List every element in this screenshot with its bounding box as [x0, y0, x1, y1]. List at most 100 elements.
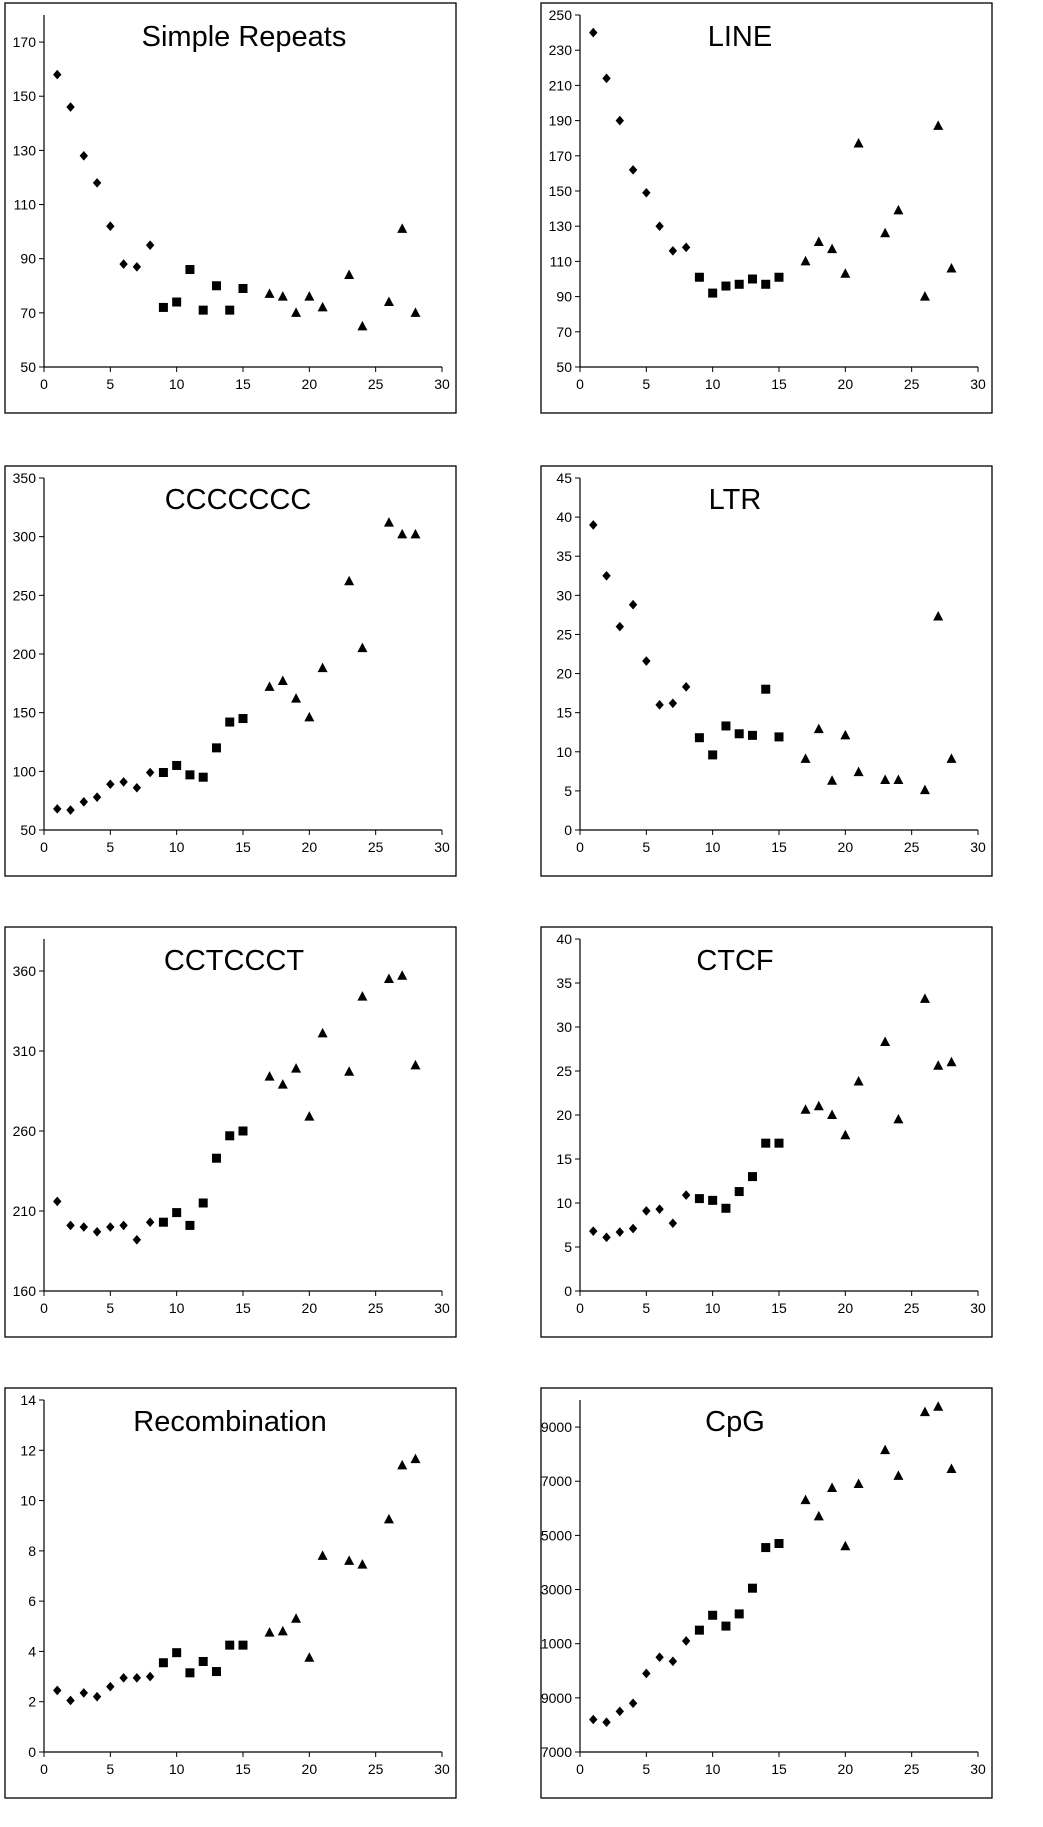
x-tick-label: 15 — [235, 839, 251, 855]
data-point-square — [185, 1668, 195, 1678]
data-point-square — [172, 760, 182, 770]
data-point-diamond — [615, 115, 624, 126]
y-tick-label: 70 — [20, 305, 36, 321]
data-point-triangle — [291, 693, 302, 703]
x-tick-label: 5 — [106, 1300, 114, 1316]
data-point-triangle — [264, 1071, 275, 1081]
y-tick-label: 250 — [549, 7, 573, 23]
data-point-square — [185, 770, 195, 780]
data-point-square — [694, 733, 704, 743]
data-point-square — [185, 1220, 195, 1230]
y-tick-label: 15000 — [540, 1527, 572, 1543]
data-point-square — [225, 1131, 235, 1141]
y-tick-label: 160 — [13, 1283, 37, 1299]
data-point-triangle — [304, 291, 315, 301]
data-point-square — [211, 743, 221, 753]
data-point-triangle — [291, 1613, 302, 1623]
y-tick-label: 110 — [14, 197, 37, 213]
y-tick-label: 7000 — [541, 1744, 572, 1760]
data-point-triangle — [827, 243, 838, 254]
data-point-diamond — [602, 73, 611, 84]
chart-panel-simple-repeats: 0 5 10 15 20 25 30 50 70 90 110 130 150 170 Simple Rep… — [4, 2, 457, 442]
data-point-square — [747, 730, 757, 740]
plot-frame — [4, 2, 457, 414]
data-point-square — [238, 283, 248, 293]
data-point-triangle — [933, 1060, 944, 1070]
y-tick-label: 150 — [13, 705, 37, 721]
y-tick-label: 15 — [556, 705, 572, 721]
data-point-diamond — [615, 1227, 624, 1237]
data-point-diamond — [602, 1717, 611, 1728]
y-tick-label: 15 — [556, 1151, 572, 1167]
data-point-square — [721, 1621, 731, 1631]
chart-title: CTCF — [696, 945, 773, 977]
x-tick-label: 5 — [642, 1300, 650, 1316]
y-tick-label: 50 — [20, 822, 36, 838]
data-point-square — [198, 1198, 208, 1208]
data-point-triangle — [919, 993, 930, 1003]
data-point-triangle — [893, 204, 904, 215]
data-point-triangle — [264, 1627, 275, 1637]
data-point-triangle — [277, 1079, 288, 1089]
x-tick-label: 25 — [368, 1300, 384, 1316]
y-tick-label: 0 — [564, 1283, 572, 1299]
y-tick-label: 19000 — [540, 1419, 572, 1435]
plot-frame — [540, 1387, 993, 1799]
data-point-square — [761, 1543, 771, 1553]
chart-title: LTR — [709, 484, 762, 516]
data-point-triangle — [317, 1550, 328, 1560]
chart-svg-cctccct: 0 5 10 15 20 25 30 160 210 260 310 360 CCTCCCT — [4, 926, 457, 1338]
plot-frame — [4, 1387, 457, 1799]
data-point-diamond — [681, 1636, 691, 1646]
y-tick-label: 70 — [556, 324, 572, 340]
x-tick-label: 10 — [169, 1300, 185, 1316]
y-tick-label: 40 — [556, 931, 572, 947]
y-tick-label: 50 — [556, 359, 572, 375]
x-tick-label: 0 — [40, 839, 48, 855]
y-tick-label: 50 — [20, 359, 36, 375]
data-point-square — [238, 1126, 248, 1136]
y-tick-label: 310 — [13, 1043, 37, 1059]
y-tick-label: 2 — [28, 1694, 36, 1710]
data-point-triangle — [397, 1459, 408, 1470]
data-point-square — [225, 717, 235, 727]
data-point-triangle — [344, 575, 355, 586]
plot-frame — [4, 926, 457, 1338]
data-point-triangle — [304, 1652, 315, 1662]
data-point-triangle — [840, 1129, 851, 1140]
x-tick-label: 0 — [576, 1300, 584, 1316]
plot-frame — [4, 465, 457, 877]
data-point-diamond — [655, 1652, 664, 1663]
data-point-square — [734, 1609, 744, 1619]
data-point-square — [734, 729, 744, 739]
data-point-triangle — [317, 301, 328, 312]
data-point-square — [747, 1583, 757, 1593]
data-point-diamond — [106, 1681, 115, 1692]
data-point-square — [158, 1217, 168, 1227]
data-point-diamond — [642, 1668, 651, 1679]
y-tick-label: 130 — [549, 218, 573, 234]
data-point-square — [198, 772, 208, 782]
data-point-diamond — [681, 242, 691, 253]
data-point-triangle — [277, 291, 288, 301]
x-tick-label: 10 — [705, 376, 721, 392]
x-tick-label: 20 — [302, 839, 318, 855]
y-tick-label: 10 — [556, 744, 572, 760]
data-point-square — [225, 1640, 235, 1650]
y-tick-label: 110 — [550, 253, 573, 269]
data-point-triangle — [277, 1625, 288, 1636]
x-tick-label: 5 — [106, 839, 114, 855]
y-tick-label: 210 — [13, 1203, 37, 1219]
data-point-diamond — [92, 178, 102, 188]
data-point-diamond — [145, 1671, 155, 1682]
x-tick-label: 25 — [904, 1761, 920, 1777]
chart-panel-line: 0 5 10 15 20 25 30 50 70 90 110 130 150 170 190 210 230 2… — [540, 2, 993, 442]
data-point-square — [158, 302, 168, 312]
data-point-triangle — [827, 775, 838, 785]
y-tick-label: 35 — [556, 548, 572, 564]
y-tick-label: 170 — [13, 34, 37, 50]
chart-panel-ctcf: 0 5 10 15 20 25 30 0 5 10 15 20 25 30 35 40 CTCF — [540, 926, 993, 1366]
data-point-square — [238, 1640, 248, 1650]
y-tick-label: 30 — [556, 1019, 572, 1035]
y-tick-label: 230 — [549, 42, 573, 58]
